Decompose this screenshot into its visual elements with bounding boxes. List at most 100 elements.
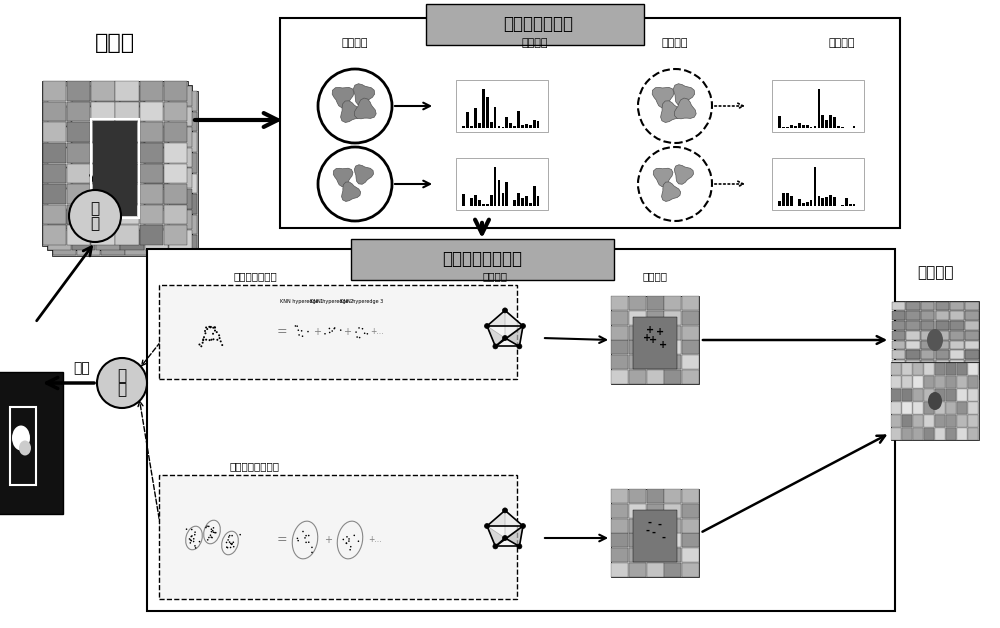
Polygon shape bbox=[906, 331, 920, 340]
Bar bbox=[935, 402, 945, 414]
Bar bbox=[913, 376, 923, 388]
Bar bbox=[470, 198, 473, 206]
Bar bbox=[891, 389, 901, 401]
Polygon shape bbox=[892, 301, 905, 310]
Circle shape bbox=[205, 338, 207, 340]
Circle shape bbox=[304, 537, 306, 539]
Text: 外部类结构约束: 外部类结构约束 bbox=[503, 15, 573, 33]
Polygon shape bbox=[145, 86, 168, 106]
Polygon shape bbox=[91, 225, 114, 245]
Polygon shape bbox=[48, 127, 71, 147]
Bar bbox=[957, 363, 967, 375]
Bar bbox=[946, 415, 956, 427]
Text: 更: 更 bbox=[90, 202, 100, 217]
Circle shape bbox=[213, 531, 214, 533]
Circle shape bbox=[207, 539, 209, 541]
Text: 训练库: 训练库 bbox=[95, 33, 135, 53]
Bar bbox=[682, 370, 699, 384]
Polygon shape bbox=[91, 163, 114, 183]
Polygon shape bbox=[53, 153, 76, 173]
Circle shape bbox=[202, 338, 204, 340]
Circle shape bbox=[346, 536, 348, 538]
Circle shape bbox=[212, 530, 213, 531]
Bar bbox=[837, 126, 840, 128]
Polygon shape bbox=[892, 311, 905, 320]
Circle shape bbox=[297, 538, 298, 539]
Polygon shape bbox=[965, 340, 978, 349]
Bar bbox=[957, 415, 967, 427]
Text: KNN hyperedge 3: KNN hyperedge 3 bbox=[340, 300, 384, 305]
Polygon shape bbox=[72, 86, 95, 106]
Polygon shape bbox=[950, 301, 964, 310]
Circle shape bbox=[517, 544, 522, 549]
Polygon shape bbox=[921, 321, 934, 330]
Polygon shape bbox=[67, 163, 90, 183]
Polygon shape bbox=[950, 360, 964, 369]
Bar bbox=[810, 127, 812, 128]
Polygon shape bbox=[48, 148, 71, 168]
Text: 聚类中心: 聚类中心 bbox=[829, 38, 855, 48]
Polygon shape bbox=[96, 230, 120, 250]
Circle shape bbox=[311, 546, 313, 548]
Bar bbox=[611, 489, 628, 504]
Text: -: - bbox=[648, 518, 652, 528]
Polygon shape bbox=[96, 86, 120, 106]
Polygon shape bbox=[145, 168, 168, 188]
Bar bbox=[794, 126, 797, 128]
Bar bbox=[786, 193, 789, 206]
Circle shape bbox=[205, 527, 207, 528]
Text: 正样本类: 正样本类 bbox=[342, 38, 368, 48]
Polygon shape bbox=[150, 194, 173, 214]
Circle shape bbox=[194, 531, 196, 533]
Polygon shape bbox=[91, 81, 114, 100]
Polygon shape bbox=[950, 321, 964, 330]
Bar bbox=[913, 363, 923, 375]
Polygon shape bbox=[126, 112, 149, 131]
Bar bbox=[682, 296, 699, 310]
Polygon shape bbox=[101, 173, 125, 193]
Bar bbox=[902, 376, 912, 388]
Circle shape bbox=[301, 330, 302, 332]
Bar bbox=[93, 121, 137, 216]
Bar bbox=[924, 428, 934, 440]
Polygon shape bbox=[662, 182, 681, 202]
Text: 内部类结构约束: 内部类结构约束 bbox=[233, 271, 277, 281]
Circle shape bbox=[350, 546, 352, 548]
Circle shape bbox=[226, 542, 227, 543]
Polygon shape bbox=[140, 122, 163, 142]
Polygon shape bbox=[936, 311, 949, 320]
Text: -: - bbox=[651, 528, 655, 538]
Polygon shape bbox=[936, 370, 949, 379]
Bar bbox=[682, 533, 699, 548]
Polygon shape bbox=[487, 326, 505, 347]
Polygon shape bbox=[906, 370, 920, 379]
Circle shape bbox=[353, 534, 355, 536]
Bar bbox=[502, 127, 504, 128]
Bar bbox=[935, 363, 945, 375]
Bar bbox=[902, 415, 912, 427]
Bar bbox=[818, 89, 820, 128]
Polygon shape bbox=[96, 168, 120, 188]
Polygon shape bbox=[145, 230, 168, 250]
Circle shape bbox=[331, 330, 333, 332]
Text: +: + bbox=[646, 325, 654, 335]
Circle shape bbox=[358, 327, 360, 328]
Polygon shape bbox=[140, 163, 163, 183]
Bar bbox=[913, 428, 923, 440]
Bar bbox=[664, 563, 681, 577]
Bar bbox=[968, 428, 978, 440]
Text: =: = bbox=[277, 325, 287, 338]
Polygon shape bbox=[101, 194, 125, 214]
Polygon shape bbox=[354, 165, 374, 184]
Polygon shape bbox=[72, 127, 95, 147]
Polygon shape bbox=[101, 215, 125, 234]
Circle shape bbox=[190, 536, 192, 538]
Bar bbox=[537, 121, 539, 128]
Polygon shape bbox=[120, 168, 144, 188]
Polygon shape bbox=[965, 321, 978, 330]
Polygon shape bbox=[115, 205, 139, 224]
Polygon shape bbox=[674, 98, 696, 119]
Polygon shape bbox=[164, 225, 187, 245]
Circle shape bbox=[493, 344, 498, 349]
Bar bbox=[525, 196, 528, 206]
